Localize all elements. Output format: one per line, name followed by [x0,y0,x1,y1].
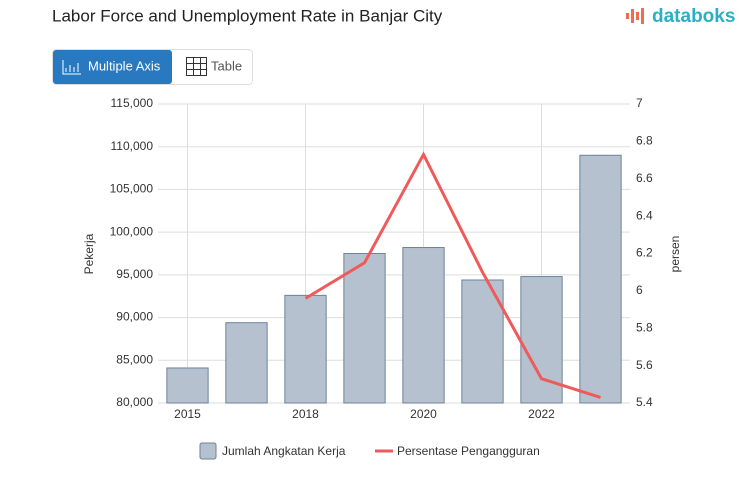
x-tick-label: 2018 [292,407,319,421]
y2-tick-label: 6 [636,283,643,297]
y2-tick-label: 6.4 [636,208,653,222]
y-tick-label: 90,000 [116,310,153,324]
y2-tick-label: 6.2 [636,246,653,260]
y-tick-label: 95,000 [116,267,153,281]
x-tick-label: 2015 [174,407,201,421]
bar [166,367,209,404]
line [304,151,601,399]
y2-tick-label: 5.6 [636,358,653,372]
button-label[interactable]: Table [211,58,242,73]
x-tick-label: 2022 [528,407,555,421]
bar [284,294,327,404]
y-tick-label: 80,000 [116,395,153,409]
y2-tick-label: 7 [636,96,643,110]
bar [402,247,445,404]
x-tick-label: 2020 [410,407,437,421]
multiple-axis-button[interactable] [53,50,172,84]
bar [579,154,622,404]
y2-tick-label: 5.4 [636,395,653,409]
logo-text: databoks [652,6,735,27]
bar [461,279,504,404]
table-button[interactable]: Table [186,57,242,76]
y2-tick-label: 5.8 [636,320,653,334]
y-tick-label: 100,000 [110,224,154,238]
y-axis-label: Pekerja [82,233,96,274]
legend-label: Persentase Pengangguran [397,444,540,458]
bar [225,322,268,404]
y-tick-label: 105,000 [110,182,154,196]
y2-axis-label: persen [668,236,682,273]
y-tick-label: 115,000 [111,96,154,110]
legend-label: Jumlah Angkatan Kerja [222,444,346,458]
bar [343,253,386,404]
icon [62,60,81,75]
button-label[interactable]: Multiple Axis [88,58,161,73]
y2-tick-label: 6.6 [636,171,653,185]
y-tick-label: 110,000 [111,139,154,153]
y-tick-label: 85,000 [116,352,153,366]
y2-tick-label: 6.8 [636,134,653,148]
logo: databoks [626,6,735,27]
chart-title: Labor Force and Unemployment Rate in Ban… [52,6,443,25]
legend-swatch [199,442,217,460]
